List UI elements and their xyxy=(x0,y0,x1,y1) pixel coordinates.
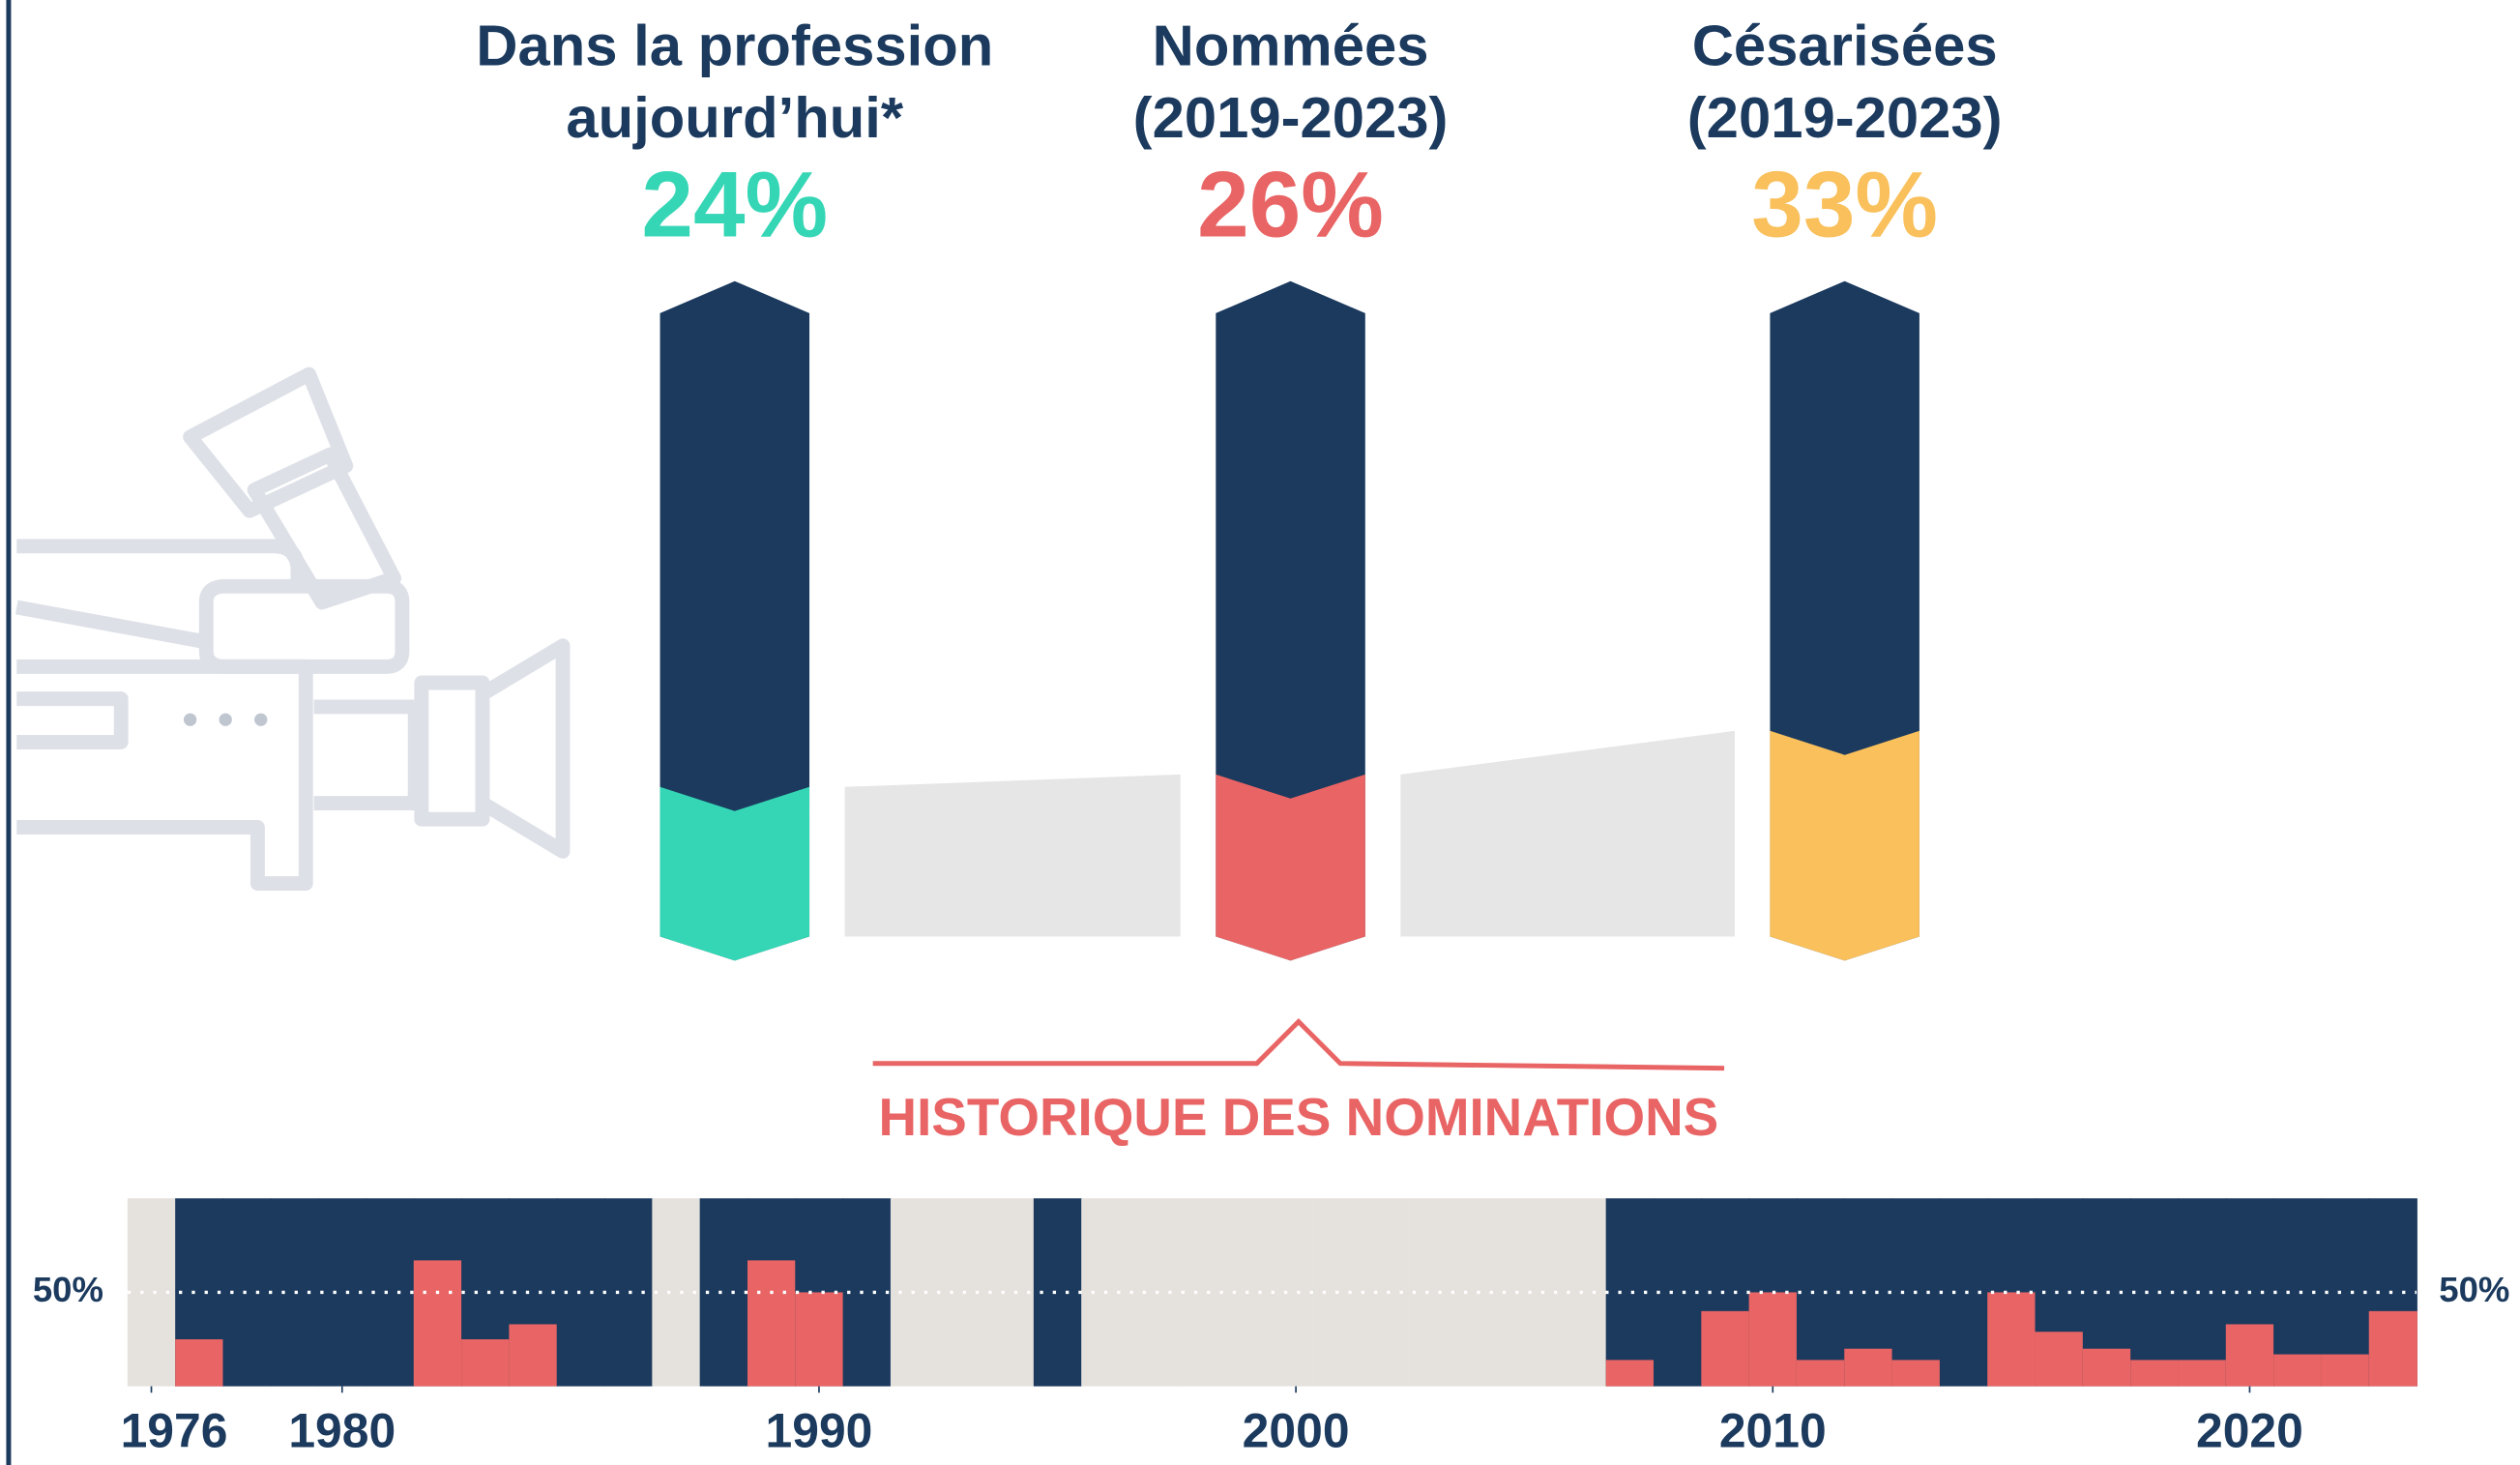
x-tick-label: 2020 xyxy=(2196,1404,2303,1458)
column-title: (2019-2023) xyxy=(1687,85,2003,150)
bracket xyxy=(872,1017,1725,1071)
year-bg xyxy=(222,1198,272,1387)
ref-label: 50% xyxy=(2439,1270,2509,1309)
year-bg xyxy=(1319,1198,1368,1387)
year-bar xyxy=(1748,1292,1798,1387)
x-tick-label: 2000 xyxy=(1243,1404,1350,1458)
camera-dots xyxy=(184,713,268,726)
year-bar xyxy=(1844,1348,1893,1387)
year-bar xyxy=(2130,1360,2180,1387)
year-bar xyxy=(461,1339,511,1387)
column-title: Nommées xyxy=(1153,13,1429,77)
year-bg xyxy=(604,1198,654,1387)
column-title: aujourd’hui* xyxy=(566,85,904,150)
year-bar xyxy=(1605,1360,1655,1387)
percent-label: 26% xyxy=(1197,154,1384,257)
bar-share xyxy=(1770,730,1919,961)
year-bar xyxy=(2082,1348,2131,1387)
year-bar xyxy=(747,1260,797,1387)
column-title: Dans la profession xyxy=(476,13,993,77)
year-bar xyxy=(175,1339,224,1387)
camera-icon xyxy=(15,366,571,892)
bar-share xyxy=(659,786,810,961)
year-bar xyxy=(2321,1354,2370,1387)
ref-label: 50% xyxy=(33,1270,103,1309)
column-title: Césarisées xyxy=(1692,13,1998,77)
year-bg xyxy=(1176,1198,1225,1387)
year-bg xyxy=(556,1198,605,1387)
x-tick-label: 1976 xyxy=(121,1404,228,1458)
year-bar xyxy=(1987,1292,2037,1387)
year-bg xyxy=(938,1198,987,1387)
history-title: HISTORIQUE DES NOMINATIONS xyxy=(879,1087,1719,1147)
year-bar xyxy=(2368,1310,2417,1387)
year-bar xyxy=(2035,1332,2084,1387)
year-bg xyxy=(1653,1198,1703,1387)
x-tick-label: 1980 xyxy=(288,1404,396,1458)
year-bar xyxy=(413,1260,462,1387)
year-bar xyxy=(1701,1310,1750,1387)
year-bar xyxy=(2225,1324,2274,1387)
column-title: (2019-2023) xyxy=(1133,85,1449,150)
year-bg xyxy=(1272,1198,1321,1387)
year-bar xyxy=(2273,1354,2323,1387)
bar-frame xyxy=(659,280,810,961)
year-bar xyxy=(1891,1360,1941,1387)
x-tick-label: 2010 xyxy=(1719,1404,1827,1458)
connector xyxy=(844,774,1181,937)
year-bar xyxy=(2178,1360,2227,1387)
year-bg xyxy=(842,1198,892,1387)
year-bar xyxy=(795,1292,844,1387)
year-bg xyxy=(652,1198,701,1387)
percent-label: 33% xyxy=(1751,154,1938,257)
connector xyxy=(1400,730,1735,937)
year-bg xyxy=(985,1198,1035,1387)
year-bg xyxy=(318,1198,367,1387)
percent-label: 24% xyxy=(641,154,828,257)
x-tick-label: 1990 xyxy=(766,1404,873,1458)
bar-share xyxy=(1216,774,1365,961)
year-bg xyxy=(890,1198,940,1387)
year-bar xyxy=(1796,1360,1846,1387)
year-bar xyxy=(509,1324,558,1387)
